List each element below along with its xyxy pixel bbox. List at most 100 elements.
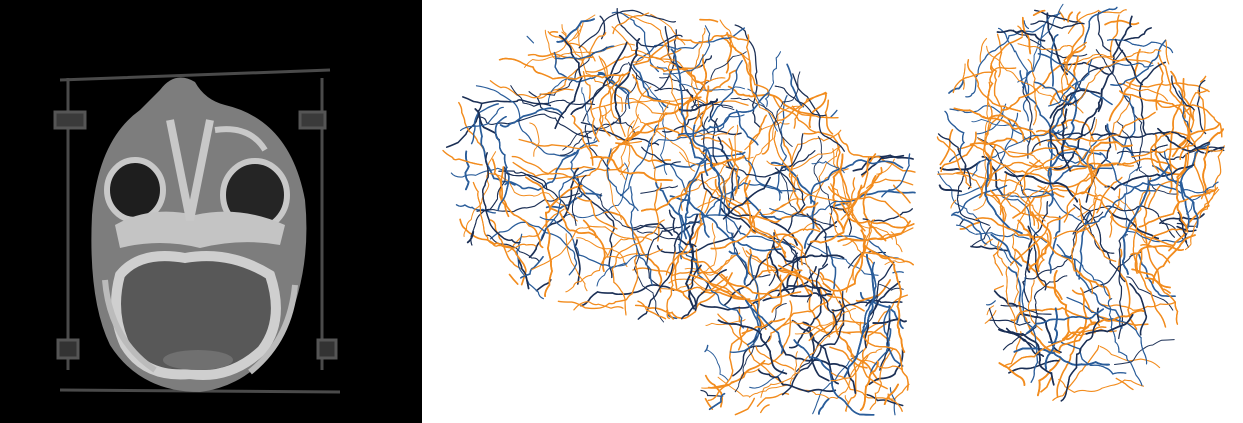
- vessel-segment: [1021, 277, 1039, 383]
- vessel-segment: [1123, 27, 1152, 42]
- vessel-segment: [734, 303, 787, 393]
- vessel-segment: [793, 339, 875, 416]
- vessel-segment: [730, 97, 793, 147]
- vessel-segment: [683, 178, 697, 240]
- vessel-segment: [1085, 313, 1134, 335]
- vessel-segment: [717, 351, 798, 399]
- vessel-segment: [470, 166, 506, 246]
- vessel-segment: [697, 124, 739, 209]
- vessel-segment: [1114, 38, 1143, 86]
- vessel-segment: [879, 283, 904, 291]
- vessel-segment: [1048, 58, 1093, 107]
- vessel-segment: [1104, 164, 1195, 191]
- vessel-segment: [632, 77, 668, 175]
- vessel-segment: [837, 133, 916, 173]
- vessel-segment: [1179, 143, 1211, 229]
- vessel-segment: [540, 168, 596, 242]
- vessel-segment: [1202, 128, 1224, 195]
- vessel-segment: [591, 101, 668, 116]
- vessel-segment: [460, 106, 504, 131]
- vessel-segment: [955, 224, 1030, 240]
- vessel-segment: [1054, 165, 1113, 183]
- vessel-segment: [526, 35, 535, 44]
- vessel-segment: [810, 175, 877, 244]
- vessel-segment: [884, 260, 906, 265]
- vessel-segment: [578, 24, 583, 62]
- vessel-segment: [598, 73, 624, 137]
- vessel-segment: [864, 280, 901, 349]
- vessel-segment: [1037, 232, 1049, 271]
- frontal-skull-vessels: [936, 3, 1225, 402]
- vessel-segment: [678, 244, 745, 329]
- vessel-segment: [1125, 81, 1210, 93]
- vessel-segment: [1083, 182, 1182, 225]
- vessel-segment: [1000, 45, 1086, 111]
- vessel-segment: [1010, 164, 1101, 189]
- vessel-segment: [565, 233, 588, 292]
- vessel-segment: [791, 105, 839, 119]
- vessel-segment: [1110, 39, 1167, 86]
- vessel-segment: [973, 87, 991, 211]
- vessel-segment: [686, 156, 754, 193]
- vessel-segment: [773, 71, 801, 125]
- vessel-segment: [601, 247, 663, 259]
- vessel-segment: [998, 328, 1055, 386]
- vessel-segment: [984, 238, 993, 246]
- vessel-segment: [528, 91, 565, 119]
- vessel-segment: [1138, 61, 1167, 136]
- vessel-segment: [1008, 359, 1060, 374]
- vessel-segment: [1063, 162, 1134, 223]
- vessel-segment: [994, 285, 1004, 291]
- vessel-segment: [887, 393, 903, 412]
- vessel-segment: [547, 77, 574, 106]
- vessel-segment: [1063, 41, 1087, 90]
- vessel-segment: [755, 346, 795, 371]
- vessel-segment: [1158, 54, 1192, 157]
- vessel-segment: [1002, 275, 1068, 351]
- vessel-segment: [1129, 191, 1148, 228]
- vessel-segment: [786, 284, 832, 293]
- vessel-segment: [852, 154, 914, 172]
- vessel-segment: [1061, 53, 1114, 129]
- vessel-segment: [760, 300, 793, 366]
- vessel-segment: [1060, 307, 1100, 402]
- vessel-segment: [890, 231, 903, 253]
- vessel-segment: [699, 18, 719, 23]
- vessel-segment: [830, 109, 838, 118]
- vessel-segment: [1066, 11, 1085, 70]
- vessel-segment: [860, 154, 905, 176]
- lateral-skull-vessels: [442, 8, 916, 416]
- vessel-segment: [517, 259, 530, 290]
- vessel-segment: [970, 226, 991, 248]
- vessel-segment: [996, 29, 1046, 42]
- vessel-segment: [972, 126, 1068, 177]
- vessel-segment: [1097, 11, 1111, 52]
- vessel-segment: [706, 349, 729, 382]
- vessel-segment: [999, 165, 1063, 216]
- vessel-segment: [626, 96, 708, 105]
- vessel-segment: [1198, 145, 1225, 214]
- vessel-segment: [499, 166, 510, 218]
- vessel-segment: [1161, 222, 1190, 248]
- vessel-segment: [741, 317, 786, 335]
- vessel-segment: [883, 383, 899, 405]
- vessel-segment: [769, 200, 851, 218]
- vessel-segment: [1027, 279, 1043, 331]
- vessel-segment: [511, 155, 586, 195]
- vessel-segment: [707, 359, 766, 389]
- vessel-segment: [688, 269, 803, 302]
- vessel-segment: [1079, 203, 1126, 283]
- vessel-segment: [1154, 134, 1182, 176]
- vessel-segment: [998, 362, 1026, 386]
- vessel-segment: [549, 31, 559, 35]
- vessel-segment: [1080, 141, 1133, 195]
- vessel-segment: [1116, 144, 1168, 154]
- vessel-segment: [1143, 177, 1166, 294]
- vessel-segment: [990, 233, 1023, 267]
- vessel-segment: [1063, 162, 1134, 223]
- vessel-segment: [764, 51, 781, 107]
- vessel-segment: [1049, 90, 1087, 172]
- vessel-segment: [760, 404, 770, 414]
- vessel-segment: [1048, 340, 1127, 375]
- vessel-segment: [633, 253, 665, 323]
